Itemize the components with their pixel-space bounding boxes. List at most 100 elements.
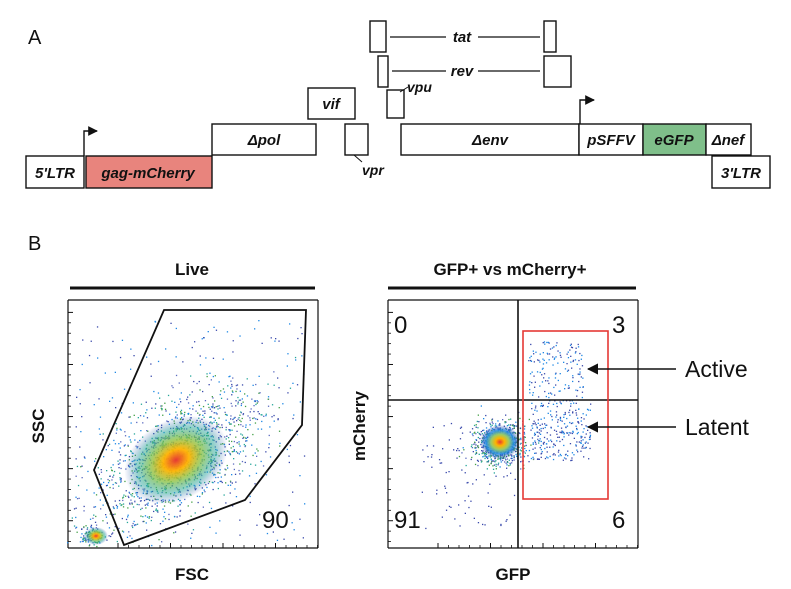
scatter-dot: [575, 445, 577, 447]
scatter-dot: [97, 357, 99, 359]
scatter-dot: [81, 533, 83, 535]
scatter-dot: [98, 398, 100, 400]
scatter-dot: [246, 440, 248, 442]
scatter-dot: [145, 412, 147, 414]
scatter-dot: [125, 518, 128, 521]
scatter-dot: [78, 497, 80, 499]
scatter-dot: [172, 386, 174, 389]
scatter-dot: [505, 414, 507, 416]
scatter-dot: [132, 506, 135, 508]
scatter-dot: [438, 459, 441, 461]
scatter-dot: [85, 525, 87, 527]
scatter-dot: [491, 460, 493, 463]
scatter-dot: [179, 509, 182, 512]
scatter-dot: [490, 506, 492, 508]
scatter-dot: [243, 443, 245, 446]
scatter-dot: [94, 521, 97, 523]
scatter-dot: [560, 356, 562, 358]
scatter-dot: [546, 451, 548, 453]
scatter-dot: [235, 405, 237, 407]
scatter-dot: [456, 449, 458, 452]
scatter-dot: [543, 341, 546, 343]
scatter-dot: [436, 493, 438, 495]
scatter-dot: [115, 432, 117, 434]
scatter-dot: [575, 444, 577, 446]
scatter-dot: [122, 503, 125, 505]
scatter-dot: [73, 525, 76, 527]
scatter-dot: [461, 432, 464, 434]
scatter-dot: [483, 452, 485, 455]
scatter-dot: [140, 515, 142, 517]
scatter-dot: [573, 437, 575, 439]
scatter-dot: [240, 403, 243, 405]
scatter-dot: [534, 381, 536, 383]
scatter-dot: [568, 387, 570, 389]
scatter-dot: [106, 484, 108, 486]
scatter-dot: [533, 361, 535, 363]
scatter-dot: [134, 501, 136, 503]
scatter-dot: [539, 371, 541, 374]
scatter-dot: [209, 526, 211, 528]
scatter-dot: [567, 369, 570, 371]
scatter-dot: [474, 441, 476, 443]
scatter-dot: [121, 339, 124, 341]
scatter-dot: [426, 445, 428, 447]
scatter-dot: [463, 449, 465, 451]
scatter-dot: [508, 459, 510, 461]
scatter-dot: [532, 413, 534, 415]
scatter-dot: [147, 502, 149, 504]
scatter-dot: [102, 489, 104, 491]
scatter-dot: [271, 416, 273, 418]
scatter-dot: [570, 361, 572, 363]
scatter-dot: [533, 353, 535, 355]
scatter-dot: [83, 510, 85, 512]
scatter-dot: [572, 377, 574, 379]
scatter-dot: [495, 465, 497, 467]
scatter-dot: [228, 443, 230, 445]
scatter-dot: [210, 416, 212, 418]
scatter-dot: [534, 432, 536, 434]
scatter-dot: [579, 371, 581, 373]
scatter-dot: [267, 398, 269, 400]
scatter-dot: [566, 432, 568, 434]
scatter-dot: [263, 415, 265, 417]
scatter-dot: [478, 432, 480, 435]
scatter-dot: [566, 370, 569, 372]
scatter-dot: [531, 402, 533, 404]
scatter-dot: [121, 517, 123, 520]
scatter-dot: [589, 438, 591, 440]
scatter-dot: [479, 433, 481, 435]
scatter-dot: [249, 419, 251, 421]
scatter-dot: [181, 412, 183, 415]
scatter-dot: [445, 509, 448, 511]
scatter-dot: [187, 413, 189, 415]
scatter-dot: [261, 414, 263, 416]
scatter-dot: [540, 444, 542, 447]
scatter-dot: [189, 407, 191, 410]
scatter-dot: [578, 373, 580, 376]
scatter-dot: [546, 352, 548, 354]
scatter-dot: [244, 437, 247, 439]
scatter-dot: [164, 518, 167, 520]
scatter-dot: [187, 396, 189, 398]
scatter-dot: [99, 433, 101, 435]
scatter-dot: [423, 461, 425, 463]
scatter-dot: [84, 539, 86, 541]
scatter-dot: [448, 439, 450, 441]
scatter-dot: [180, 392, 182, 394]
scatter-dot: [151, 505, 153, 507]
scatter-dot: [474, 453, 477, 455]
scatter-dot: [156, 505, 158, 507]
scatter-dot: [583, 456, 585, 458]
scatter-dot: [259, 514, 261, 516]
scatter-dot: [114, 500, 116, 502]
scatter-dot: [113, 507, 115, 510]
scatter-dot: [575, 402, 577, 404]
gfp-mcherry-plot: GFP+ vs mCherry+ 0 3 91 6 GFP mCherry Ac…: [350, 260, 750, 584]
scatter-dot: [192, 408, 194, 410]
scatter-dot: [578, 380, 580, 383]
scatter-dot: [212, 403, 214, 405]
scatter-dot: [192, 529, 195, 531]
scatter-dot: [563, 423, 566, 425]
scatter-dot: [524, 436, 526, 438]
